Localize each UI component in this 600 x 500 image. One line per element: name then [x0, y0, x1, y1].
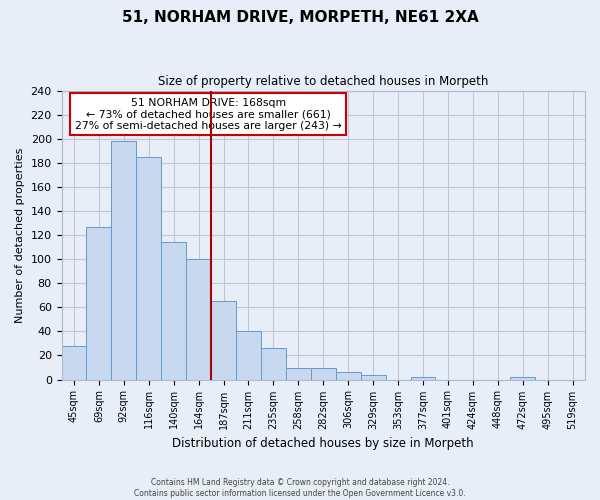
Bar: [361, 375, 386, 380]
Bar: [161, 242, 186, 380]
Bar: [211, 302, 236, 380]
Bar: [112, 141, 136, 380]
Title: Size of property relative to detached houses in Morpeth: Size of property relative to detached ho…: [158, 75, 488, 88]
Text: 51 NORHAM DRIVE: 168sqm
← 73% of detached houses are smaller (661)
27% of semi-d: 51 NORHAM DRIVE: 168sqm ← 73% of detache…: [75, 98, 341, 131]
Bar: [62, 346, 86, 380]
Y-axis label: Number of detached properties: Number of detached properties: [15, 148, 25, 323]
Bar: [336, 372, 361, 380]
Bar: [410, 377, 436, 380]
Text: Contains HM Land Registry data © Crown copyright and database right 2024.
Contai: Contains HM Land Registry data © Crown c…: [134, 478, 466, 498]
Text: 51, NORHAM DRIVE, MORPETH, NE61 2XA: 51, NORHAM DRIVE, MORPETH, NE61 2XA: [122, 10, 478, 25]
Bar: [510, 377, 535, 380]
Bar: [236, 332, 261, 380]
Bar: [186, 259, 211, 380]
Bar: [86, 226, 112, 380]
Bar: [286, 368, 311, 380]
X-axis label: Distribution of detached houses by size in Morpeth: Distribution of detached houses by size …: [172, 437, 474, 450]
Bar: [311, 368, 336, 380]
Bar: [136, 157, 161, 380]
Bar: [261, 348, 286, 380]
